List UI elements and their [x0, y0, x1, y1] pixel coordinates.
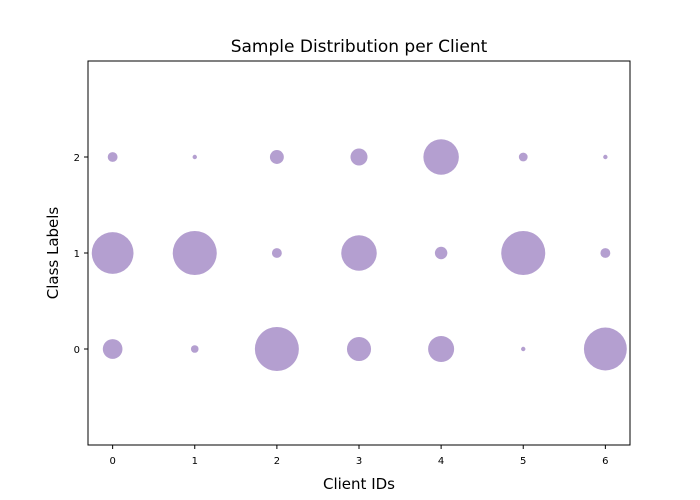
- x-tick-label: 3: [356, 456, 362, 467]
- data-point-client4-class1: [434, 246, 448, 260]
- data-point-client6-class1: [600, 248, 611, 258]
- x-axis-ticks: 0 1 2 3 4 5 6: [109, 445, 609, 467]
- data-point-client3-class1: [341, 235, 377, 271]
- x-tick-label: 5: [520, 456, 526, 467]
- x-axis-label: Client IDs: [323, 475, 395, 493]
- data-point-client1-class0: [190, 345, 199, 353]
- x-tick-label: 2: [274, 456, 280, 467]
- y-axis-ticks: 0 1 2: [74, 153, 88, 356]
- x-tick-label: 4: [438, 456, 444, 467]
- data-point-client5-class1: [501, 231, 546, 275]
- y-axis-label: Class Labels: [44, 207, 62, 300]
- y-tick-label: 1: [74, 249, 80, 260]
- data-point-client1-class1: [172, 231, 217, 275]
- data-point-client4-class2: [423, 139, 459, 175]
- data-point-client0-class0: [102, 339, 123, 359]
- data-point-client6-class0: [583, 327, 627, 371]
- data-point-client3-class0: [346, 336, 372, 362]
- data-point-client2-class0: [254, 327, 299, 371]
- data-point-client4-class0: [428, 335, 455, 363]
- data-points: [91, 139, 627, 371]
- chart-title: Sample Distribution per Client: [231, 37, 488, 57]
- data-point-client3-class2: [350, 148, 368, 166]
- data-point-client1-class2: [192, 154, 197, 160]
- data-point-client5-class2: [518, 152, 528, 162]
- x-tick-label: 6: [602, 456, 608, 467]
- data-point-client0-class1: [91, 232, 134, 274]
- x-tick-label: 0: [109, 456, 115, 467]
- data-point-client5-class0: [521, 346, 526, 352]
- data-point-client2-class1: [271, 248, 282, 258]
- data-point-client2-class2: [269, 150, 284, 164]
- y-tick-label: 2: [74, 153, 80, 164]
- y-tick-label: 0: [74, 345, 80, 356]
- x-tick-label: 1: [192, 456, 198, 467]
- data-point-client0-class2: [107, 152, 118, 162]
- data-point-client6-class2: [603, 154, 608, 160]
